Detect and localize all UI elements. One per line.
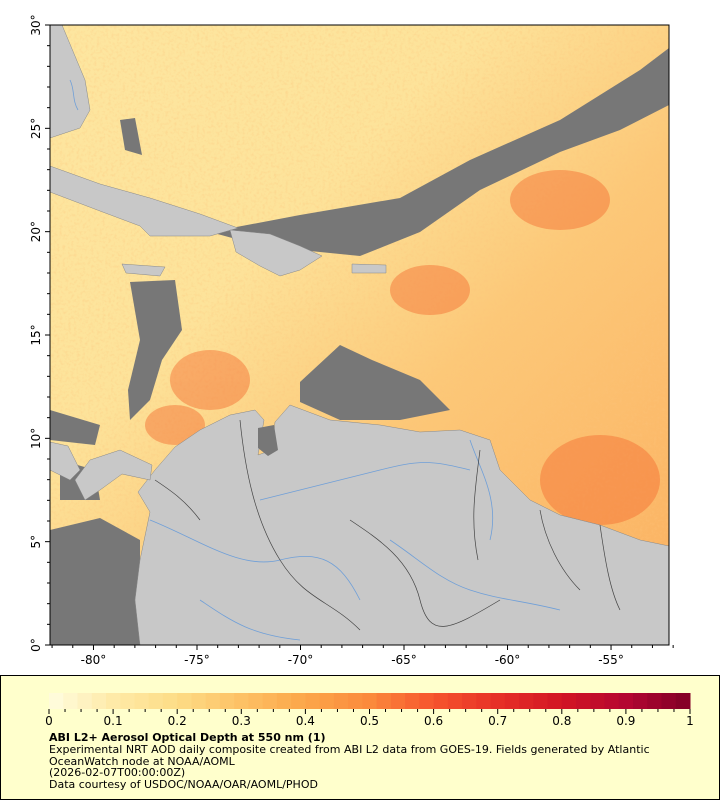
lat-tick-label: 10° [29,428,43,449]
colorbar-segment [148,693,164,709]
colorbar-segment [91,693,107,709]
colorbar-segment [319,693,335,709]
colorbar-segment [134,693,150,709]
colorbar-segment [405,693,420,709]
high-aod-areas [145,170,660,525]
lat-tick-label: 20° [29,221,43,242]
colorbar-tick-label: 0.1 [104,714,123,728]
colorbar-tick-label: 0.8 [552,714,571,728]
colorbar-segment [633,693,648,709]
colorbar-segment [262,693,278,709]
lon-tick-label: -80° [81,653,107,667]
legend-credit: Data courtesy of USDOC/NOAA/OAR/AOML/PHO… [49,777,318,791]
colorbar-segment [533,693,549,709]
costa-rica-land [50,441,81,481]
colorbar-segment [661,693,677,709]
lon-tick-label: -75° [184,653,210,667]
colorbar-tick-label: 0.5 [360,714,379,728]
colorbar-segment [362,693,378,709]
lake-maracaibo [258,425,278,456]
colorbar-tick-label: 0.2 [168,714,187,728]
colorbar-segment [348,693,363,709]
colorbar-tick-label: 0.6 [424,714,443,728]
colorbar-segment [447,693,463,709]
colorbar-segment [191,693,207,709]
puerto-rico-land [351,263,387,274]
longitude-axis: -80° -75° -70° -65° -60° -55° [51,645,674,667]
colorbar: 0 0.1 0.2 0.3 0.4 0.5 0.6 0.7 0.8 0.9 1 [45,693,694,728]
colorbar-segment [205,693,221,709]
colorbar-segment [333,693,349,709]
legend-panel: 0 0.1 0.2 0.3 0.4 0.5 0.6 0.7 0.8 0.9 1 ABI L2+ Ae… [0,675,720,800]
hispaniola-land [229,229,323,277]
lat-tick-label: 0° [29,638,43,652]
land [50,25,669,645]
colorbar-segment [77,693,93,709]
colorbar-segment [234,693,249,709]
colorbar-segment [63,693,78,709]
colorbar-tick-label: 0.9 [616,714,635,728]
colorbar-tick-label: 0.4 [296,714,315,728]
colorbar-segment [618,693,634,709]
colorbar-segment [248,693,264,709]
colorbar-segment [519,693,534,709]
colorbar-segment [462,693,477,709]
lat-tick-label: 15° [29,324,43,345]
cuba-land [50,165,239,237]
legend-title: ABI L2+ Aerosol Optical Depth at 550 nm … [49,731,326,744]
colorbar-segment [547,693,563,709]
country-borders [154,419,621,631]
colorbar-segment [561,693,577,709]
colorbar-segment [476,693,492,709]
legend-time: (2026-02-07T00:00:00Z) [49,766,186,779]
panama-land [74,449,153,501]
colorbar-segment [390,693,406,709]
colorbar-segment [49,693,64,709]
colorbar-segment [177,693,192,709]
colorbar-segment [162,693,178,709]
colorbar-segment [291,693,306,709]
colorbar-segment [376,693,392,709]
latitude-axis: 0° 5° 10° 15° 20° 25° 30° [29,14,50,652]
colorbar-segment [504,693,520,709]
legend-description-line1: Experimental NRT AOD daily composite cre… [49,743,650,756]
aod-map: -80° -75° -70° -65° -60° -55° 0° 5° 10° 15° 20° 25… [29,14,674,667]
lon-tick-label: -70° [288,653,314,667]
colorbar-tick-label: 0 [45,714,53,728]
colorbar-tick-label: 0.7 [488,714,507,728]
colorbar-segment [105,693,121,709]
lon-tick-label: -55° [598,653,624,667]
colorbar-segment [604,693,620,709]
lon-tick-label: -65° [391,653,417,667]
colorbar-segment [590,693,606,709]
lat-tick-label: 25° [29,118,43,139]
south-america-land [134,404,669,645]
colorbar-segment [647,693,663,709]
colorbar-segment [305,693,321,709]
lat-tick-label: 5° [29,535,43,549]
colorbar-segment [433,693,449,709]
lat-tick-label: 30° [29,14,43,35]
colorbar-segment [675,693,691,709]
lon-tick-label: -60° [495,653,521,667]
jamaica-land [121,263,166,277]
colorbar-segment [490,693,506,709]
colorbar-segment [276,693,292,709]
colorbar-segment [120,693,135,709]
legend-description-line2: OceanWatch node at NOAA/AOML [49,754,235,768]
florida-land [50,25,91,139]
colorbar-tick-label: 0.3 [232,714,251,728]
colorbar-segment [576,693,591,709]
colorbar-segment [219,693,235,709]
colorbar-tick-label: 1 [686,714,694,728]
colorbar-segment [419,693,435,709]
